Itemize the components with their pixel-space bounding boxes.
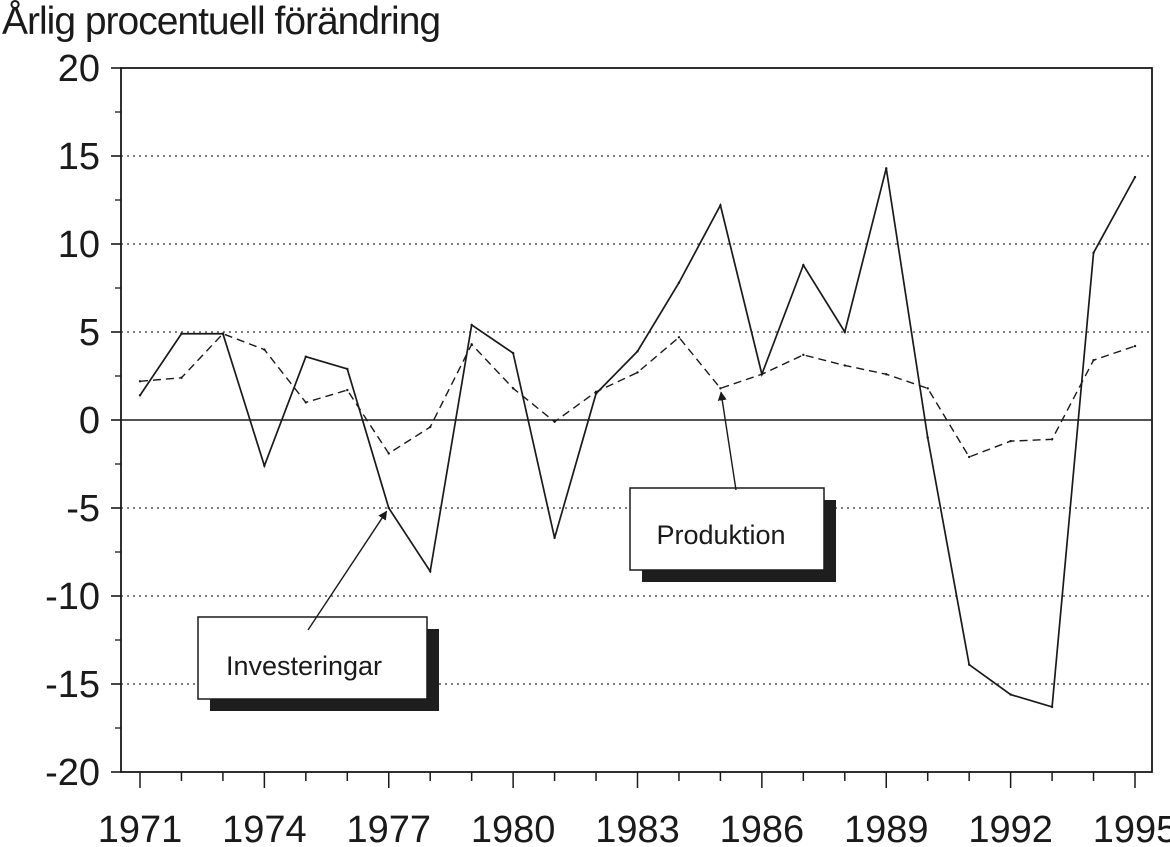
data-point-investeringar (553, 536, 556, 540)
data-point-produktion (346, 388, 349, 392)
data-point-produktion (221, 332, 225, 335)
x-tick-label: 1980 (471, 809, 556, 847)
data-point-produktion (138, 380, 142, 383)
data-point-produktion (511, 387, 515, 390)
axes: 20 15 10 5 0 -5 -10 -15 -20 1971 1974 1977 1980 1983 1… (45, 48, 1170, 847)
data-point-investeringar (636, 350, 639, 353)
x-tick-label: 1986 (720, 809, 805, 847)
y-tick-label: 15 (58, 136, 100, 178)
data-point-investeringar (1092, 251, 1095, 254)
data-point-investeringar (967, 663, 971, 666)
data-point-investeringar (802, 263, 805, 267)
data-point-produktion (636, 371, 639, 374)
x-tick-label: 1992 (968, 809, 1053, 847)
x-tick-label: 1983 (595, 809, 680, 847)
data-point-investeringar (263, 464, 266, 467)
data-point-investeringar (1050, 705, 1054, 709)
data-point-produktion (967, 455, 971, 459)
data-point-investeringar (180, 332, 183, 335)
x-tick-label: 1974 (222, 809, 307, 847)
y-tick-label: 0 (79, 400, 100, 442)
y-tick-label: -15 (45, 664, 100, 706)
callout-label-investeringar: Investeringar (226, 651, 382, 681)
chart-title: Årlig procentuell förändring (2, 0, 441, 43)
data-point-investeringar (346, 367, 349, 371)
data-point-produktion (387, 452, 390, 455)
x-tick-label: 1995 (1093, 809, 1170, 847)
data-point-produktion (802, 353, 805, 357)
data-point-produktion (304, 401, 308, 404)
data-point-investeringar (429, 570, 432, 573)
data-point-investeringar (843, 330, 846, 334)
data-point-investeringar (304, 355, 308, 358)
data-point-produktion (470, 343, 473, 346)
y-tick-label: 20 (58, 48, 100, 90)
x-tick-label: 1971 (98, 809, 183, 847)
series (138, 167, 1137, 709)
callout-arrow-produktion (717, 391, 737, 491)
data-point-produktion (263, 348, 266, 351)
data-point-investeringar (885, 167, 888, 170)
y-tick-label: 10 (58, 224, 100, 266)
data-point-produktion (180, 376, 183, 379)
data-point-produktion (553, 420, 556, 423)
data-point-produktion (677, 336, 681, 339)
data-point-produktion (1009, 439, 1012, 443)
data-point-investeringar (677, 281, 681, 284)
x-tick-label: 1989 (844, 809, 929, 847)
data-point-investeringar (470, 323, 473, 327)
data-point-investeringar (926, 436, 929, 439)
data-point-produktion (429, 425, 432, 429)
data-point-investeringar (138, 394, 142, 397)
data-point-produktion (1092, 358, 1095, 362)
data-point-produktion (885, 373, 888, 376)
y-tick-label: 5 (79, 312, 100, 354)
y-tick-label: -20 (45, 752, 100, 794)
y-tick-label: -10 (45, 576, 100, 618)
data-point-investeringar (1009, 693, 1012, 696)
grid-lines (121, 155, 1152, 685)
data-point-investeringar (387, 506, 390, 510)
x-tick-label: 1977 (346, 809, 431, 847)
callout-box-investeringar (197, 616, 428, 700)
data-point-produktion (843, 364, 846, 367)
callout-label-produktion: Produktion (656, 520, 785, 550)
data-point-investeringar (1133, 175, 1137, 179)
callout-arrow-investeringar (307, 510, 388, 631)
data-point-produktion (760, 373, 764, 376)
data-point-produktion (719, 387, 722, 390)
data-point-produktion (594, 390, 598, 394)
data-point-investeringar (511, 351, 515, 355)
y-tick-label: -5 (66, 488, 100, 530)
annotations: Investeringar Produktion (197, 391, 836, 711)
data-point-produktion (926, 387, 929, 390)
data-point-produktion (1133, 344, 1137, 348)
data-point-investeringar (719, 204, 722, 207)
callout-box-produktion (629, 487, 825, 571)
data-point-produktion (1050, 438, 1054, 441)
